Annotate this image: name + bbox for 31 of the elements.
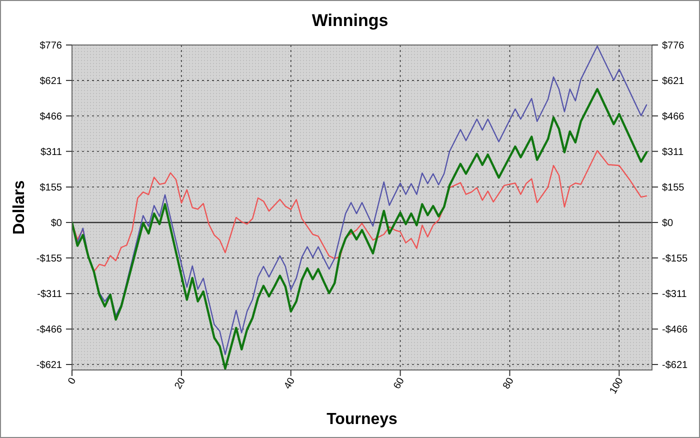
y-axis-title: Dollars bbox=[11, 180, 28, 235]
y-tick-label: -$466 bbox=[36, 324, 62, 336]
x-tick-label: 80 bbox=[501, 376, 517, 392]
y-tick-label: $311 bbox=[40, 146, 62, 158]
y-tick-label: -$155 bbox=[36, 253, 62, 264]
y-tick-label: $0 bbox=[50, 218, 62, 229]
x-tick-label: 20 bbox=[172, 376, 188, 392]
y-tick-label: -$621 bbox=[36, 360, 62, 372]
y2-tick-label: $621 bbox=[662, 76, 685, 87]
x-tick-label: 0 bbox=[66, 376, 79, 386]
x-tick-label: 100 bbox=[608, 376, 626, 396]
y2-tick-label: $155 bbox=[662, 182, 685, 194]
y-tick-label: -$311 bbox=[37, 289, 62, 300]
y2-tick-label: -$621 bbox=[662, 360, 688, 372]
x-axis-title: Tourneys bbox=[326, 411, 398, 428]
x-tick-label: 40 bbox=[282, 376, 298, 392]
y-tick-label: $155 bbox=[40, 182, 62, 194]
y2-tick-label: -$155 bbox=[662, 253, 688, 264]
y2-tick-label: -$466 bbox=[662, 324, 688, 336]
line-series bbox=[72, 88, 648, 370]
chart-title: Winnings bbox=[312, 11, 388, 30]
y2-tick-label: $311 bbox=[662, 146, 684, 158]
y2-tick-label: -$311 bbox=[662, 289, 688, 300]
y-tick-label: $466 bbox=[40, 111, 62, 122]
y2-tick-label: $466 bbox=[662, 111, 685, 122]
line-series bbox=[72, 150, 648, 272]
y-tick-label: $776 bbox=[40, 40, 62, 52]
y-tick-label: $621 bbox=[40, 76, 62, 87]
y2-tick-label: $776 bbox=[662, 40, 685, 52]
y2-tick-label: $0 bbox=[662, 218, 674, 229]
x-tick-label: 60 bbox=[392, 376, 408, 392]
